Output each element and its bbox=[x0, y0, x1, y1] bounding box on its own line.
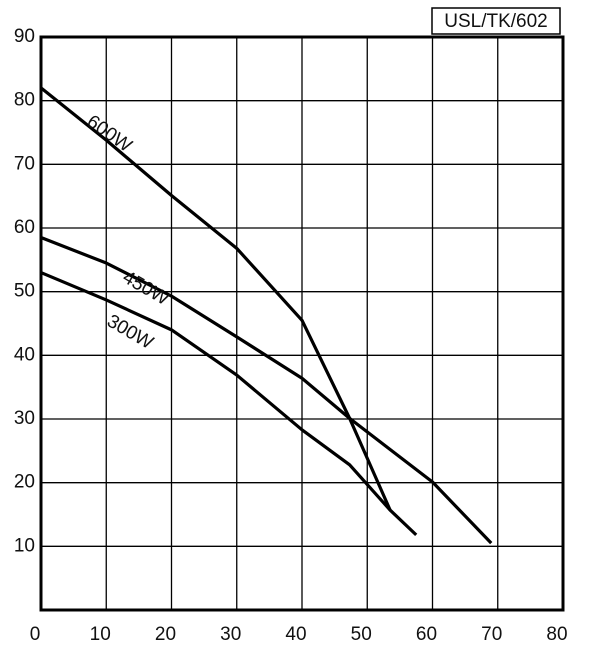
y-tick-label: 20 bbox=[14, 472, 35, 493]
x-tick-label: 30 bbox=[220, 624, 241, 645]
series-line bbox=[40, 271, 418, 537]
y-tick-label: 80 bbox=[14, 90, 35, 111]
title-box bbox=[431, 7, 561, 35]
series-label: 450W bbox=[119, 267, 173, 310]
y-tick-label: 50 bbox=[14, 281, 35, 302]
chart-title: USL/TK/602 bbox=[444, 11, 548, 32]
x-tick-label: 20 bbox=[155, 624, 176, 645]
series-line bbox=[40, 86, 392, 511]
series-line bbox=[40, 236, 493, 545]
series-label: 600W bbox=[83, 111, 136, 157]
x-tick-label: 70 bbox=[481, 624, 502, 645]
plot-border bbox=[39, 35, 565, 612]
x-tick-label: 80 bbox=[546, 624, 567, 645]
y-tick-label: 70 bbox=[14, 153, 35, 174]
y-tick-label: 30 bbox=[14, 408, 35, 429]
x-tick-label: 40 bbox=[285, 624, 306, 645]
x-tick-label: 10 bbox=[90, 624, 111, 645]
y-tick-label: 40 bbox=[14, 344, 35, 365]
y-tick-label: 10 bbox=[14, 535, 35, 556]
y-tick-label: 90 bbox=[14, 26, 35, 47]
y-tick-label: 60 bbox=[14, 217, 35, 238]
x-tick-label: 0 bbox=[30, 624, 41, 645]
x-tick-label: 60 bbox=[416, 624, 437, 645]
x-tick-label: 50 bbox=[351, 624, 372, 645]
series-label: 300W bbox=[103, 311, 157, 354]
